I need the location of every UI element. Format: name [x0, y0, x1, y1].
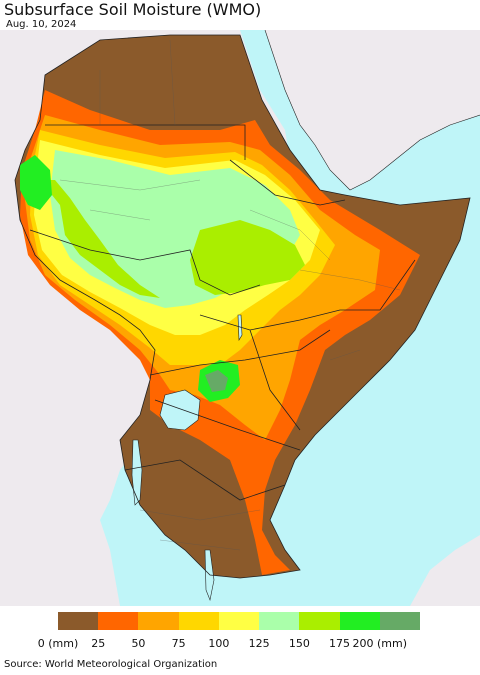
legend-colorbar: [58, 612, 420, 630]
source-note: Source: World Meteorological Organizatio…: [4, 659, 218, 670]
lake-tanganyika: [131, 439, 143, 506]
legend-tick-label: 75: [171, 637, 186, 650]
outside-land-arabia: [265, 30, 480, 190]
legend-tick-label: 150: [288, 637, 310, 650]
map-title: Subsurface Soil Moisture (WMO): [4, 0, 262, 19]
soil-moisture-map: [0, 30, 480, 606]
legend-swatch: [259, 612, 300, 630]
legend-swatch: [98, 612, 139, 630]
country-borders: [14, 34, 471, 579]
lake-turkana: [237, 314, 243, 342]
zone-yellow-green: [40, 180, 160, 298]
zone-green-west: [20, 155, 52, 210]
legend-tick-label: 100: [208, 637, 230, 650]
admin-lines: [59, 39, 401, 551]
madagascar-outline: [410, 535, 480, 606]
zone-dark-green-lake: [205, 370, 228, 392]
map-date: Aug. 10, 2024: [6, 19, 77, 30]
zone-yellow-green-east: [190, 220, 305, 295]
legend-swatch: [178, 612, 219, 630]
legend-swatch: [138, 612, 179, 630]
legend-tick-label: 50: [131, 637, 146, 650]
legend-swatch: [339, 612, 380, 630]
legend-tick-label: 0 (mm): [37, 637, 79, 650]
legend-tick-label: 25: [91, 637, 106, 650]
legend-swatch: [58, 612, 99, 630]
legend-tick-label: 125: [248, 637, 270, 650]
coast-detail: [264, 30, 480, 191]
lake-victoria: [159, 389, 201, 431]
legend-tick-label: 175: [329, 637, 351, 650]
legend-swatch: [299, 612, 340, 630]
legend-swatch: [379, 612, 420, 630]
legend-swatch: [218, 612, 260, 630]
legend-tick-label: 200 (mm): [352, 637, 408, 650]
